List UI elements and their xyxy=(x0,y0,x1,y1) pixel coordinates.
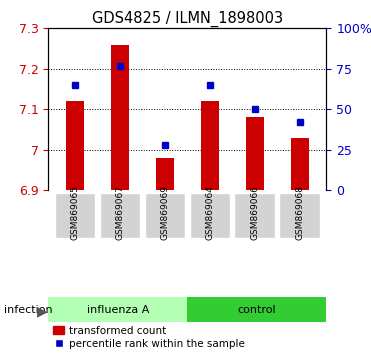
Bar xyxy=(111,45,129,190)
Bar xyxy=(156,158,174,190)
Title: GDS4825 / ILMN_1898003: GDS4825 / ILMN_1898003 xyxy=(92,11,283,27)
FancyBboxPatch shape xyxy=(145,193,185,238)
Bar xyxy=(201,101,219,190)
Bar xyxy=(290,138,309,190)
Bar xyxy=(246,117,264,190)
Text: ▶: ▶ xyxy=(37,304,48,318)
Text: control: control xyxy=(237,305,276,315)
Text: GSM869068: GSM869068 xyxy=(295,185,304,240)
Text: GSM869069: GSM869069 xyxy=(160,185,170,240)
FancyBboxPatch shape xyxy=(100,193,140,238)
Text: GSM869065: GSM869065 xyxy=(70,185,80,240)
Legend: transformed count, percentile rank within the sample: transformed count, percentile rank withi… xyxy=(53,326,245,349)
FancyBboxPatch shape xyxy=(279,193,320,238)
Text: GSM869066: GSM869066 xyxy=(250,185,259,240)
FancyBboxPatch shape xyxy=(55,193,95,238)
Bar xyxy=(66,101,84,190)
Text: influenza A: influenza A xyxy=(86,305,149,315)
Text: infection: infection xyxy=(4,305,52,315)
Text: GSM869064: GSM869064 xyxy=(205,185,214,240)
FancyBboxPatch shape xyxy=(190,193,230,238)
Text: GSM869067: GSM869067 xyxy=(115,185,125,240)
FancyBboxPatch shape xyxy=(234,193,275,238)
